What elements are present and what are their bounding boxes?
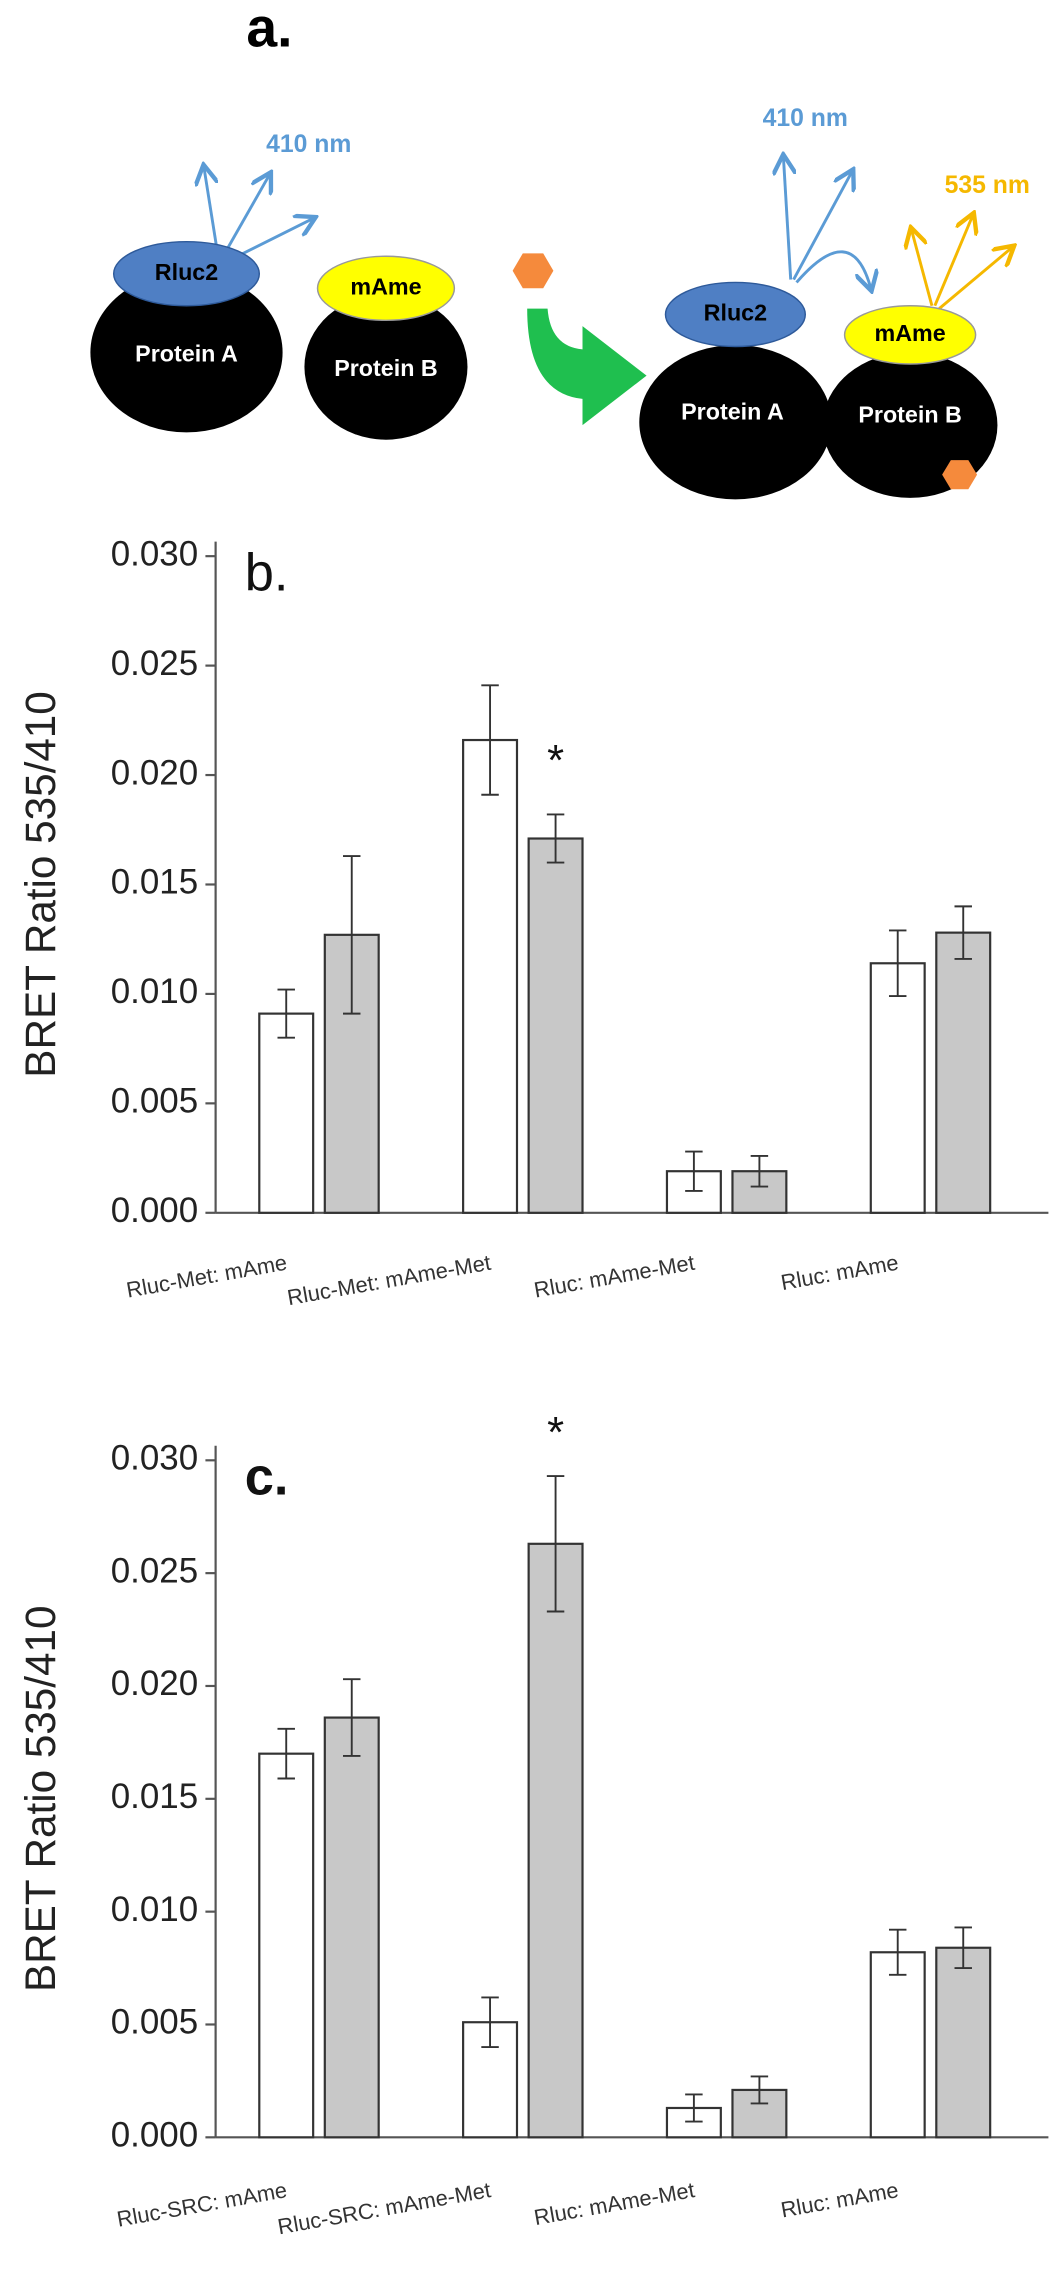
bar [258, 1012, 315, 1214]
y-axis-label: BRET Ratio 535/410 [17, 1606, 64, 1992]
x-tick-label: Rluc: mAme-Met [532, 1250, 696, 1303]
diagram: a. 410 nm Rluc2 Protein A mAme Protein B [90, 0, 1030, 500]
x-tick-label: Rluc-SRC: mAme-Met [276, 2177, 493, 2239]
x-tick-label: Rluc-SRC: mAme [115, 2177, 289, 2232]
protein-label: Protein B [858, 402, 961, 428]
y-tick-label: 0.000 [111, 1191, 198, 1230]
error-bar [481, 1996, 499, 2048]
y-tick-label: 0.030 [111, 534, 198, 573]
mame [316, 255, 456, 322]
y-tick-label: 0.000 [111, 2116, 198, 2155]
bar [935, 931, 992, 1214]
y-tick-label: 0.025 [111, 1551, 198, 1590]
panel-label: c. [245, 1449, 289, 1507]
emission-arrows [912, 215, 1012, 310]
y-tick-label: 0.020 [111, 1664, 198, 1703]
emission-arrows [783, 157, 870, 288]
error-bar [277, 1727, 295, 1780]
mame-label: mAme [350, 273, 421, 299]
error-bar [750, 2075, 769, 2105]
ligand [512, 253, 554, 289]
protein-label: Protein A [135, 340, 238, 366]
wavelength-label: 410 nm [266, 131, 351, 158]
bar [527, 1542, 584, 2139]
rluc [664, 281, 806, 348]
panel-label: a. [246, 0, 292, 59]
wavelength-label: 410 nm [763, 105, 848, 132]
error-bar [481, 684, 499, 796]
bar [527, 837, 584, 1214]
y-tick-label: 0.005 [111, 1082, 198, 1121]
x-tick-label: Rluc-Met: mAme-Met [285, 1250, 492, 1310]
error-bar [750, 1154, 769, 1188]
annotation: * [547, 1408, 564, 1457]
error-bar [888, 929, 907, 998]
y-tick-label: 0.015 [111, 863, 198, 902]
error-bar [546, 813, 565, 864]
y-tick-label: 0.005 [111, 2003, 198, 2042]
bar [869, 962, 926, 1214]
mame [843, 305, 977, 365]
error-bar [954, 1926, 972, 1970]
wavelength-label: 535 nm [945, 172, 1030, 199]
error-bar [343, 1678, 361, 1757]
protein [90, 272, 283, 433]
bar [935, 1946, 992, 2139]
y-tick-label: 0.010 [111, 972, 198, 1011]
protein-label: Protein A [681, 399, 784, 425]
error-bar [546, 1475, 565, 1613]
reaction-arrow [527, 308, 647, 426]
annotation: * [547, 736, 564, 785]
x-tick-label: Rluc: mAme-Met [532, 2177, 696, 2230]
mame-label: mAme [875, 320, 946, 346]
bar [462, 738, 519, 1214]
y-tick-label: 0.025 [111, 644, 198, 683]
error-bar [277, 988, 295, 1039]
rluc-label: Rluc2 [155, 259, 218, 285]
error-bar [685, 2093, 703, 2123]
error-bar [685, 1150, 703, 1192]
protein-label: Protein B [334, 355, 437, 381]
x-tick-label: Rluc: mAme [779, 2177, 900, 2222]
y-tick-label: 0.020 [111, 753, 198, 792]
error-bar [343, 855, 361, 1015]
x-tick-label: Rluc-Met: mAme [124, 1250, 288, 1303]
y-tick-label: 0.015 [111, 1777, 198, 1816]
protein [639, 345, 832, 500]
bar [869, 1951, 926, 2139]
panel-label: b. [245, 544, 289, 602]
ligand [942, 460, 978, 490]
error-bar [954, 905, 972, 960]
x-tick-label: Rluc: mAme [779, 1250, 900, 1295]
y-tick-label: 0.030 [111, 1439, 198, 1478]
rluc-label: Rluc2 [704, 300, 767, 326]
y-tick-label: 0.010 [111, 1890, 198, 1929]
protein [304, 294, 468, 440]
rluc [112, 240, 261, 307]
y-axis-label: BRET Ratio 535/410 [17, 691, 64, 1077]
error-bar [888, 1928, 907, 1976]
bar [323, 1716, 380, 2139]
bar [258, 1752, 315, 2139]
